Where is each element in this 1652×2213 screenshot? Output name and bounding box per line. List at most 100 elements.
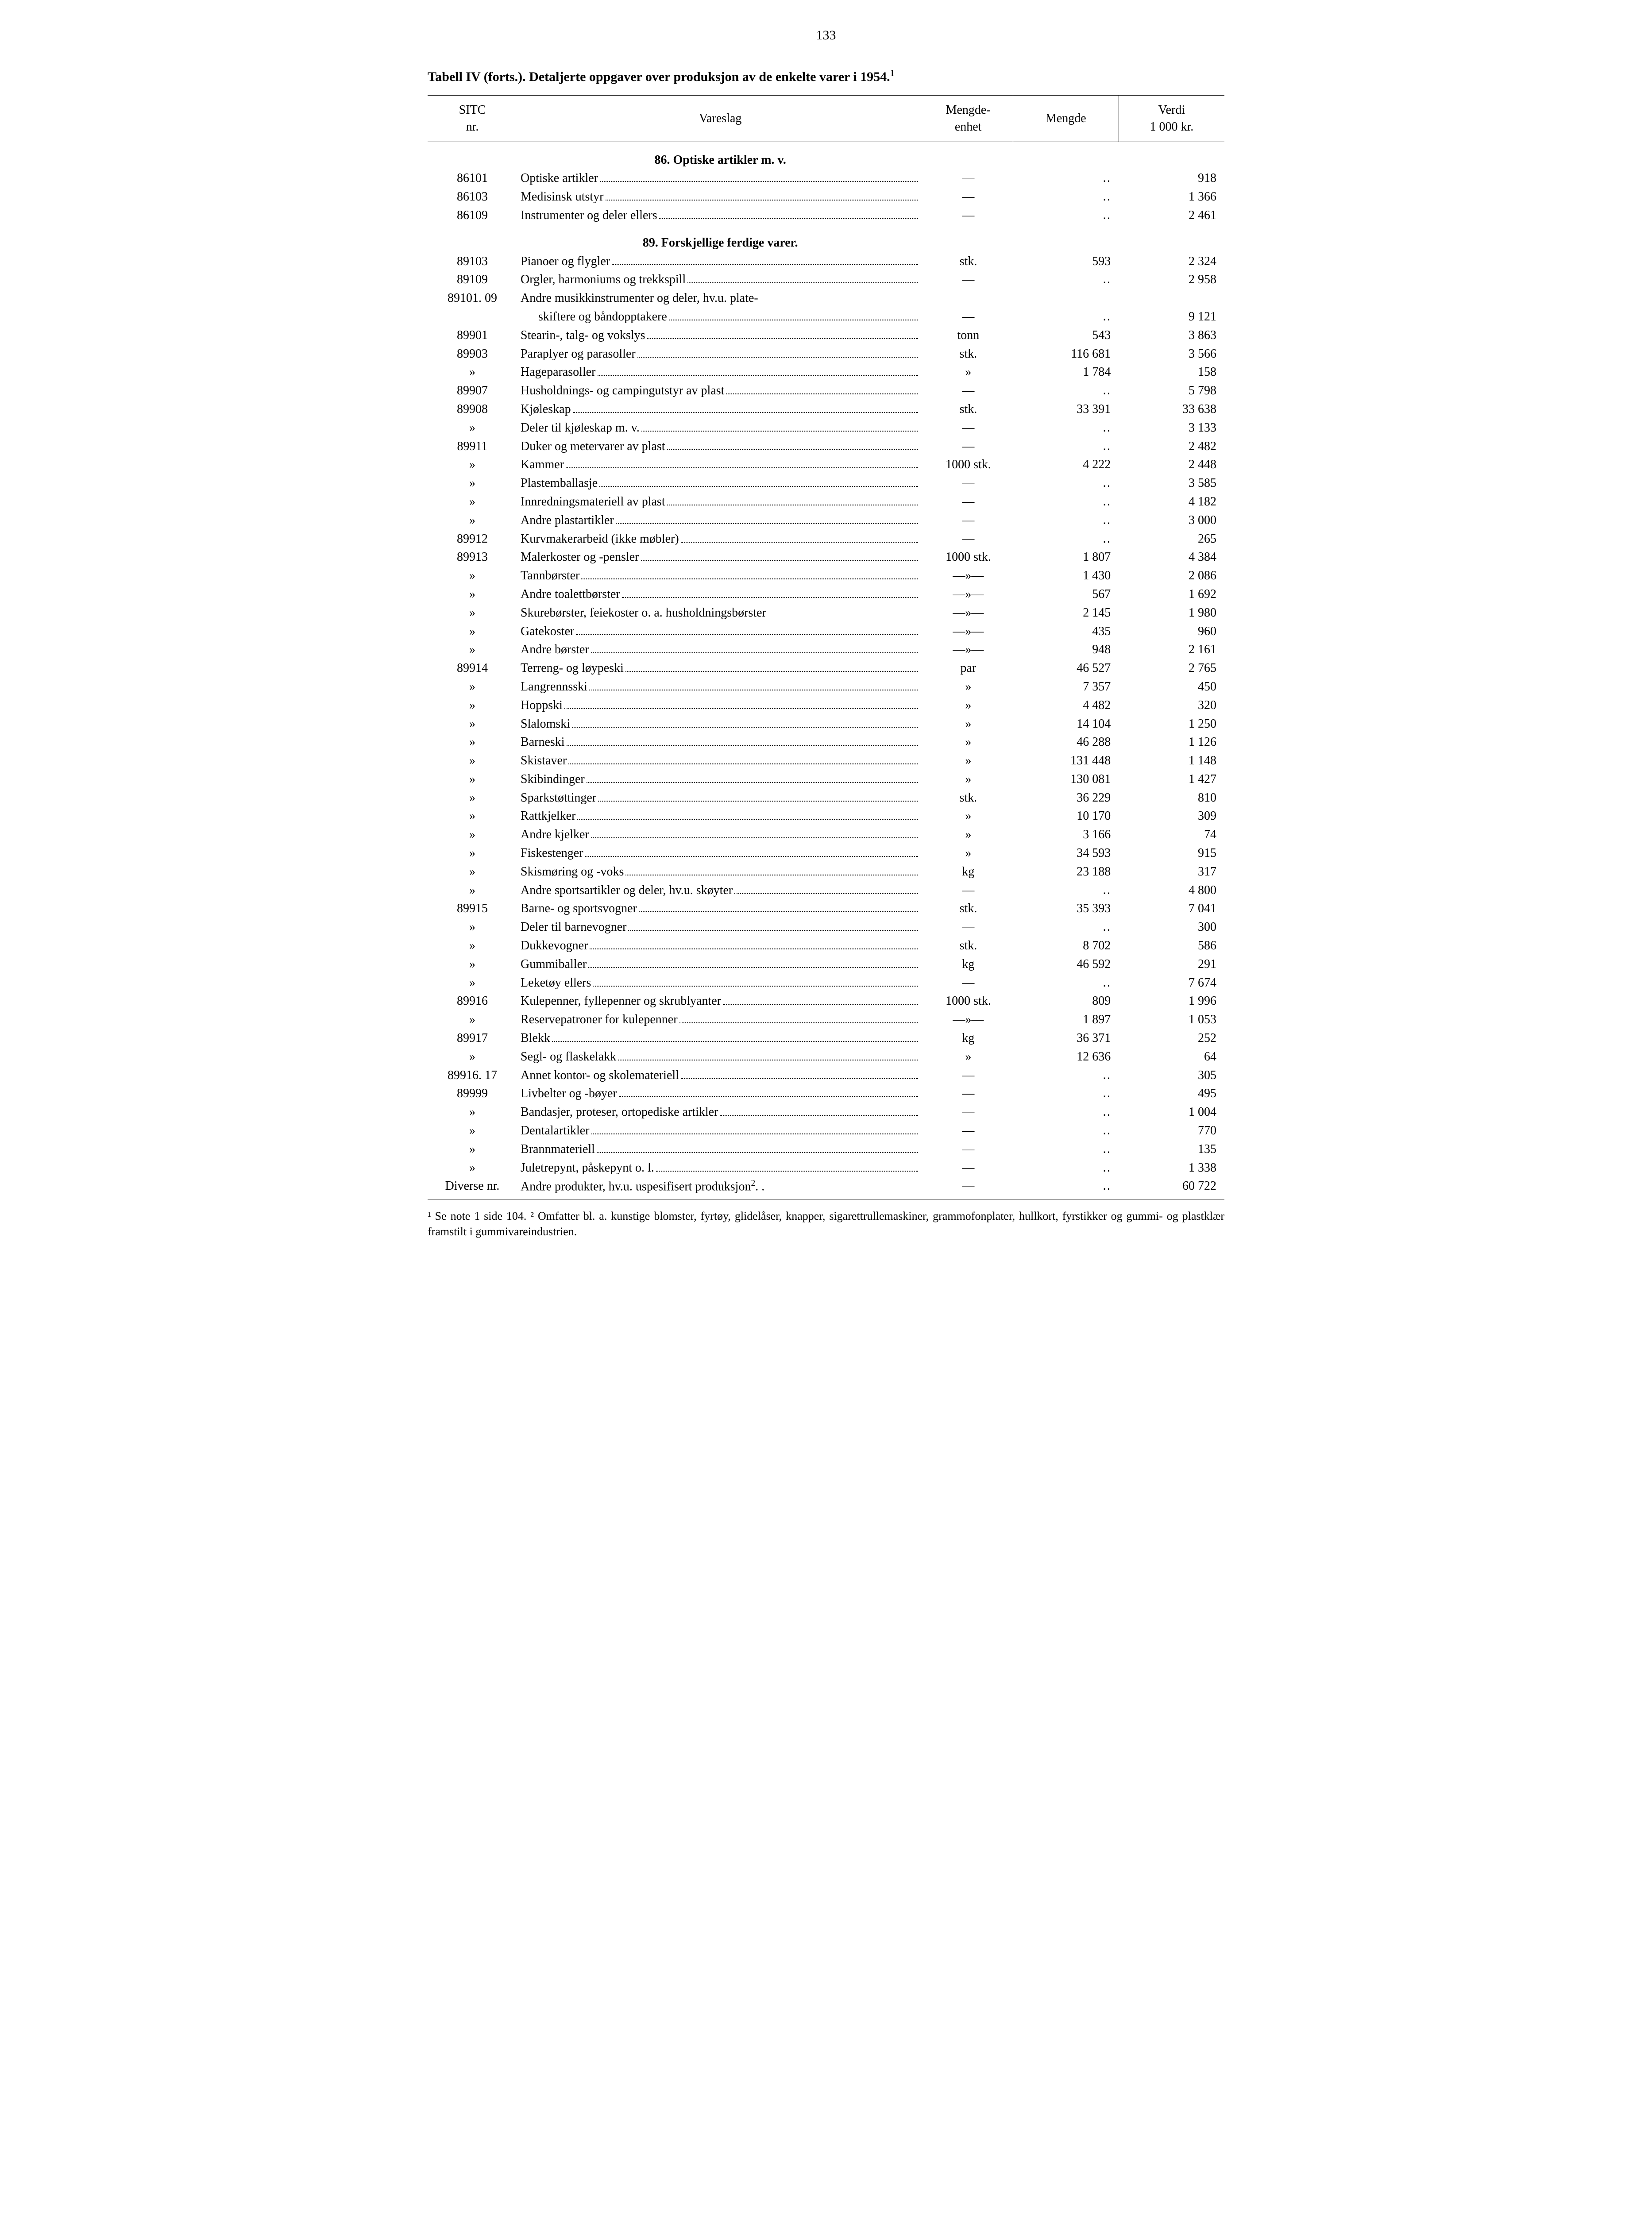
desc-text: Andre kjelker [521,826,589,843]
cell-val: 1 996 [1119,992,1224,1010]
leader-dots [628,930,918,931]
leader-dots [723,1004,918,1005]
cell-desc: Skibindinger [517,770,923,789]
table-row: »Barneski»46 2881 126 [428,733,1224,752]
cell-val: 4 182 [1119,493,1224,511]
cell-unit: kg [923,1029,1013,1048]
cell-qty: 12 636 [1013,1048,1119,1066]
cell-unit: — [923,511,1013,530]
cell-qty: ‥ [1013,308,1119,326]
cell-qty: ‥ [1013,511,1119,530]
table-row: »Bandasjer, proteser, ortopediske artikl… [428,1103,1224,1122]
cell-unit: — [923,270,1013,289]
cell-val: 74 [1119,825,1224,844]
leader-dots [585,856,919,857]
cell-empty [1119,225,1224,252]
cell-val: 2 461 [1119,206,1224,225]
desc-text: Barneski [521,734,565,751]
cell-desc: Hoppski [517,696,923,715]
cell-qty: 130 081 [1013,770,1119,789]
table-row: »Brannmateriell—‥135 [428,1140,1224,1159]
cell-desc: Kurvmakerarbeid (ikke møbler) [517,530,923,548]
cell-desc: Juletrepynt, påskepynt o. l. [517,1159,923,1177]
cell-qty: ‥ [1013,1066,1119,1085]
leader-dots [625,671,919,672]
cell-sitc: » [428,622,517,641]
cell-unit: 1000 stk. [923,455,1013,474]
cell-sitc: » [428,752,517,770]
cell-unit: — [923,918,1013,937]
cell-qty: ‥ [1013,1103,1119,1122]
leader-dots [566,467,918,468]
cell-desc: Sparkstøttinger [517,789,923,807]
cell-desc: Deler til kjøleskap m. v. [517,419,923,437]
cell-sitc: » [428,881,517,900]
cell-sitc: 89999 [428,1084,517,1103]
leader-dots [619,1096,919,1097]
cell-qty: 131 448 [1013,752,1119,770]
cell-sitc: 89908 [428,400,517,419]
cell-val: 2 448 [1119,455,1224,474]
cell-qty: ‥ [1013,1084,1119,1103]
desc-text: Innredningsmateriell av plast [521,493,665,510]
col-val: Verdi 1 000 kr. [1119,95,1224,142]
cell-sitc: 89901 [428,326,517,345]
leader-dots [577,819,918,820]
cell-desc: Orgler, harmoniums og trekkspill [517,270,923,289]
cell-unit: —»— [923,622,1013,641]
cell-qty: 46 527 [1013,659,1119,678]
cell-desc: Kammer [517,455,923,474]
col-desc: Vareslag [517,95,923,142]
table-row: 89103Pianoer og flyglerstk.5932 324 [428,252,1224,271]
desc-text: Andre sportsartikler og deler, hv.u. skø… [521,882,733,899]
desc-text: Andre produkter, hv.u. uspesifisert prod… [521,1178,764,1195]
cell-desc: Innredningsmateriell av plast [517,493,923,511]
desc-text: Segl- og flaskelakk [521,1049,616,1065]
col-sitc-label: SITC nr. [459,103,486,134]
table-row: »Skismøring og -vokskg23 188317 [428,863,1224,881]
cell-val: 2 086 [1119,567,1224,585]
cell-sitc: » [428,1159,517,1177]
section-header-row: 89. Forskjellige ferdige varer. [428,225,1224,252]
cell-qty: ‥ [1013,474,1119,493]
cell-unit: » [923,770,1013,789]
cell-qty: ‥ [1013,1122,1119,1140]
desc-text: Pianoer og flygler [521,253,610,270]
cell-desc: Skurebørster, feiekoster o. a. husholdni… [517,604,923,622]
desc-text: Kulepenner, fyllepenner og skrublyanter [521,993,721,1010]
cell-val: 2 482 [1119,437,1224,456]
cell-sitc: » [428,696,517,715]
col-unit: Mengde- enhet [923,95,1013,142]
cell-sitc: 89913 [428,548,517,567]
cell-desc: Plastemballasje [517,474,923,493]
cell-val: 135 [1119,1140,1224,1159]
cell-unit: kg [923,863,1013,881]
col-sitc: SITC nr. [428,95,517,142]
desc-text: Dukkevogner [521,937,588,954]
cell-qty: ‥ [1013,1159,1119,1177]
table-row: 89916. 17Annet kontor- og skolemateriell… [428,1066,1224,1085]
cell-empty [923,142,1013,169]
cell-qty: ‥ [1013,918,1119,937]
table-row: 89901Stearin-, talg- og vokslystonn5433 … [428,326,1224,345]
leader-dots [599,486,918,487]
cell-qty: 1 430 [1013,567,1119,585]
desc-text: Leketøy ellers [521,975,591,991]
cell-desc: Slalomski [517,715,923,733]
cell-sitc: » [428,585,517,604]
table-row: 89101. 09Andre musikkinstrumenter og del… [428,289,1224,308]
table-header-row: SITC nr. Vareslag Mengde- enhet Mengde V… [428,95,1224,142]
leader-dots [590,948,918,949]
desc-text: Duker og metervarer av plast [521,438,665,455]
cell-qty: ‥ [1013,169,1119,188]
cell-qty: 4 222 [1013,455,1119,474]
cell-desc: Andre toalettbørster [517,585,923,604]
desc-text: Kammer [521,456,564,473]
table-row: 89999Livbelter og -bøyer—‥495 [428,1084,1224,1103]
desc-text: Tannbørster [521,567,579,584]
desc-text: Medisinsk utstyr [521,189,603,205]
desc-text: Andre plastartikler [521,512,614,529]
desc-text: Annet kontor- og skolemateriell [521,1067,679,1084]
cell-sitc: 89916. 17 [428,1066,517,1085]
cell-unit: stk. [923,899,1013,918]
